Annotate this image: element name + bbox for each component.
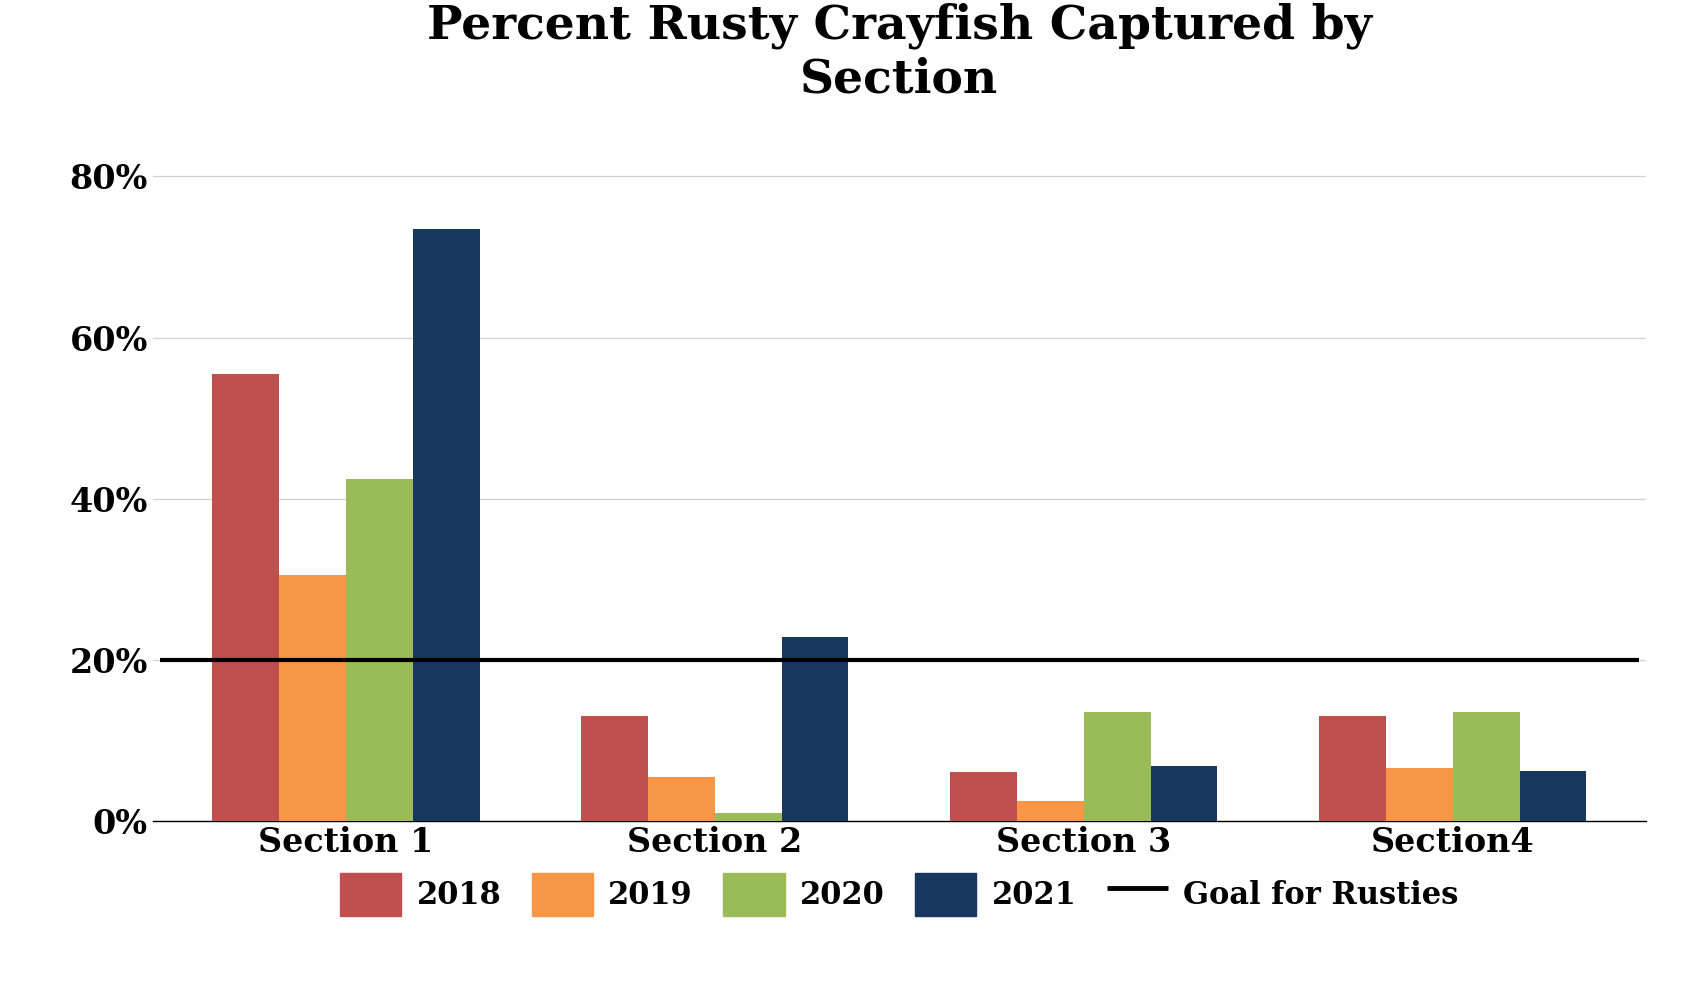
Title: Percent Rusty Crayfish Captured by
Section: Percent Rusty Crayfish Captured by Secti… (428, 3, 1371, 102)
Bar (346, 478, 412, 821)
Bar (1519, 771, 1587, 821)
Bar (1453, 712, 1519, 821)
Bar (1151, 766, 1217, 821)
Bar (582, 716, 648, 821)
Bar (280, 576, 346, 821)
Bar (648, 777, 714, 821)
Bar (412, 229, 480, 821)
Bar (1319, 716, 1386, 821)
Bar (782, 638, 848, 821)
Bar (714, 813, 782, 821)
Bar (950, 773, 1017, 821)
Bar (212, 373, 280, 821)
Bar (1084, 712, 1151, 821)
Legend: 2018, 2019, 2020, 2021, Goal for Rusties: 2018, 2019, 2020, 2021, Goal for Rusties (328, 861, 1471, 928)
Bar (1017, 801, 1084, 821)
Bar (1386, 769, 1453, 821)
